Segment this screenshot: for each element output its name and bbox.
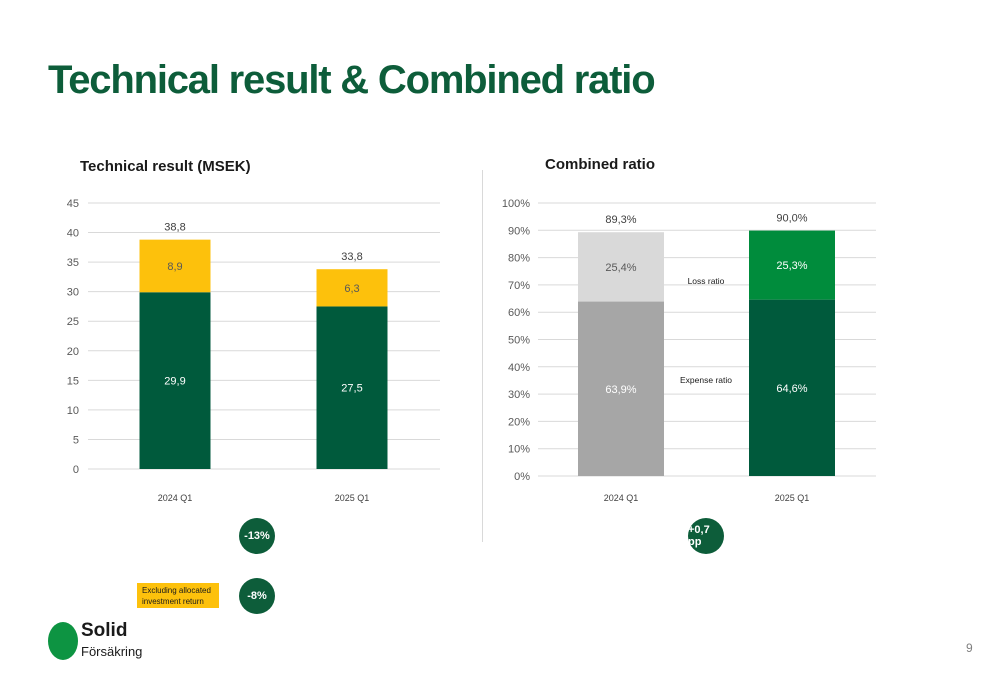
- technical-y-tick-label: 35: [67, 257, 79, 269]
- technical-segment-label: 6,3: [344, 283, 359, 295]
- combined-bar-segment: [578, 232, 664, 302]
- technical-category-label: 2025 Q1: [335, 493, 370, 503]
- technical-segment-label: 27,5: [341, 383, 362, 395]
- combined-change-badge: +0,7 pp: [688, 518, 724, 554]
- technical-segment-label: 8,9: [167, 261, 182, 273]
- chart-divider: [482, 170, 483, 542]
- combined-ratio-chart: 0% 10% 20% 30% 40% 50% 60% 70% 80% 90% 100% 63,9% 25…: [502, 198, 876, 503]
- note-line-2: investment return: [142, 597, 204, 606]
- company-logo: Solid Försäkring: [48, 620, 148, 666]
- combined-bar-segment: [578, 301, 664, 476]
- technical-y-tick-label: 25: [67, 316, 79, 328]
- combined-y-tick-label: 100%: [502, 198, 530, 210]
- combined-y-tick-label: 90%: [508, 225, 530, 237]
- technical-y-tick-label: 40: [67, 228, 79, 240]
- technical-total-label: 38,8: [164, 222, 185, 234]
- technical-y-tick-label: 45: [67, 198, 79, 210]
- combined-series-label-expense: Expense ratio: [680, 375, 732, 385]
- combined-y-tick-label: 30%: [508, 389, 530, 401]
- combined-y-tick-label: 60%: [508, 307, 530, 319]
- combined-segment-label: 64,6%: [776, 383, 807, 395]
- combined-y-tick-label: 10%: [508, 444, 530, 456]
- combined-y-tick-label: 70%: [508, 280, 530, 292]
- page-title: Technical result & Combined ratio: [48, 58, 656, 102]
- combined-category-label: 2024 Q1: [604, 493, 639, 503]
- technical-y-tick-label: 10: [67, 405, 79, 417]
- technical-bar-segment: [139, 239, 211, 293]
- technical-excl-change-badge: -8%: [239, 578, 275, 614]
- page-number: 9: [966, 641, 973, 655]
- combined-bar-segment: [749, 230, 835, 300]
- logo-circle-icon: [48, 622, 78, 660]
- combined-y-tick-label: 20%: [508, 416, 530, 428]
- technical-y-tick-label: 30: [67, 287, 79, 299]
- combined-y-tick-label: 40%: [508, 362, 530, 374]
- combined-y-tick-label: 50%: [508, 335, 530, 347]
- technical-segment-label: 29,9: [164, 376, 185, 388]
- combined-series-label-loss: Loss ratio: [688, 276, 725, 286]
- technical-bar-segment: [139, 292, 211, 469]
- logo-subtitle: Försäkring: [81, 644, 143, 659]
- technical-category-label: 2024 Q1: [158, 493, 193, 503]
- technical-change-badge: -13%: [239, 518, 275, 554]
- technical-y-tick-label: 20: [67, 346, 79, 358]
- combined-category-label: 2025 Q1: [775, 493, 810, 503]
- technical-chart-title: Technical result (MSEK): [80, 158, 251, 175]
- note-line-1: Excluding allocated: [142, 586, 211, 595]
- combined-segment-label: 63,9%: [605, 384, 636, 396]
- combined-chart-title: Combined ratio: [545, 156, 656, 173]
- technical-bar-segment: [316, 306, 388, 469]
- technical-y-tick-label: 15: [67, 375, 79, 387]
- technical-total-label: 33,8: [341, 251, 362, 263]
- combined-y-tick-label: 80%: [508, 253, 530, 265]
- combined-total-label: 89,3%: [605, 214, 636, 226]
- technical-y-tick-label: 0: [73, 464, 79, 476]
- combined-y-tick-label: 0%: [514, 471, 530, 483]
- combined-segment-label: 25,3%: [776, 260, 807, 272]
- technical-bar-segment: [316, 269, 388, 307]
- technical-result-chart: 0 5 10 15 20 25 30 35 40 45 29,9 8,9 38,8 2024 Q1 27,5…: [67, 198, 440, 503]
- combined-bar-segment: [749, 299, 835, 476]
- logo-name: Solid: [81, 620, 128, 641]
- technical-y-tick-label: 5: [73, 434, 79, 446]
- combined-total-label: 90,0%: [776, 213, 807, 225]
- excluding-investment-note: Excluding allocated investment return: [137, 583, 219, 608]
- combined-segment-label: 25,4%: [605, 262, 636, 274]
